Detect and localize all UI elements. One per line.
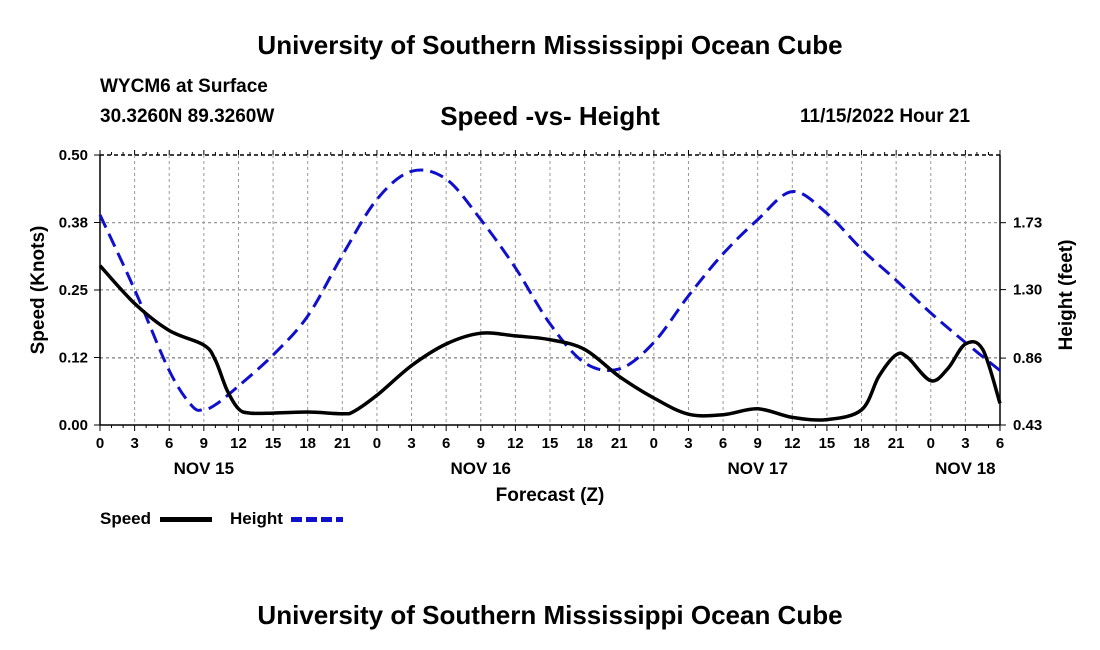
y-left-tick-label: 0.00 [59, 417, 88, 434]
x-date-label: NOV 18 [935, 459, 995, 478]
x-tick-label: 3 [684, 435, 692, 452]
x-date-label: NOV 15 [174, 459, 234, 478]
x-tick-label: 0 [650, 435, 658, 452]
chart-subtitle: Speed -vs- Height [440, 101, 660, 131]
y-right-tick-label: 0.43 [1013, 417, 1042, 434]
x-axis-title: Forecast (Z) [496, 485, 605, 506]
footer-title: University of Southern Mississippi Ocean… [257, 600, 843, 630]
x-tick-label: 21 [334, 435, 351, 452]
x-date-label: NOV 17 [727, 459, 787, 478]
y-right-tick-label: 1.30 [1013, 282, 1042, 299]
series-speed-line [98, 264, 1002, 422]
x-tick-label: 15 [542, 435, 559, 452]
y-right-tick-label: 0.86 [1013, 350, 1042, 367]
x-tick-label: 21 [888, 435, 905, 452]
x-tick-label: 3 [130, 435, 138, 452]
x-tick-label: 6 [165, 435, 173, 452]
y-right-tick-label: 1.73 [1013, 215, 1042, 232]
x-tick-label: 18 [576, 435, 593, 452]
forecast-datetime: 11/15/2022 Hour 21 [800, 106, 971, 127]
x-tick-label: 6 [996, 435, 1004, 452]
x-tick-label: 12 [784, 435, 801, 452]
chart-title: University of Southern Mississippi Ocean… [257, 30, 843, 60]
y-right-axis-title: Height (feet) [1056, 240, 1077, 351]
legend-height-label: Height [230, 509, 283, 528]
x-tick-label: 0 [96, 435, 104, 452]
x-date-label: NOV 16 [451, 459, 511, 478]
y-left-tick-label: 0.50 [59, 147, 88, 164]
x-tick-label: 21 [611, 435, 628, 452]
x-tick-label: 12 [230, 435, 247, 452]
x-tick-label: 0 [373, 435, 381, 452]
x-tick-label: 9 [477, 435, 485, 452]
y-left-tick-label: 0.12 [59, 350, 88, 367]
x-tick-label: 9 [754, 435, 762, 452]
station-coordinates: 30.3260N 89.3260W [100, 106, 275, 127]
x-tick-label: 3 [961, 435, 969, 452]
x-tick-label: 18 [299, 435, 316, 452]
y-left-tick-label: 0.25 [59, 282, 88, 299]
legend-speed-label: Speed [100, 509, 152, 528]
x-tick-label: 0 [927, 435, 935, 452]
legend-height-swatch [291, 517, 343, 522]
x-tick-label: 15 [265, 435, 282, 452]
station-label: WYCM6 at Surface [100, 76, 268, 97]
y-left-tick-label: 0.38 [59, 215, 88, 232]
x-tick-label: 9 [200, 435, 208, 452]
x-tick-label: 12 [507, 435, 524, 452]
x-tick-label: 3 [407, 435, 415, 452]
y-left-axis-title: Speed (Knots) [28, 226, 49, 355]
legend-speed-swatch [160, 517, 212, 522]
x-tick-label: 6 [442, 435, 450, 452]
x-tick-label: 15 [819, 435, 836, 452]
x-tick-label: 6 [719, 435, 727, 452]
x-tick-label: 18 [853, 435, 870, 452]
